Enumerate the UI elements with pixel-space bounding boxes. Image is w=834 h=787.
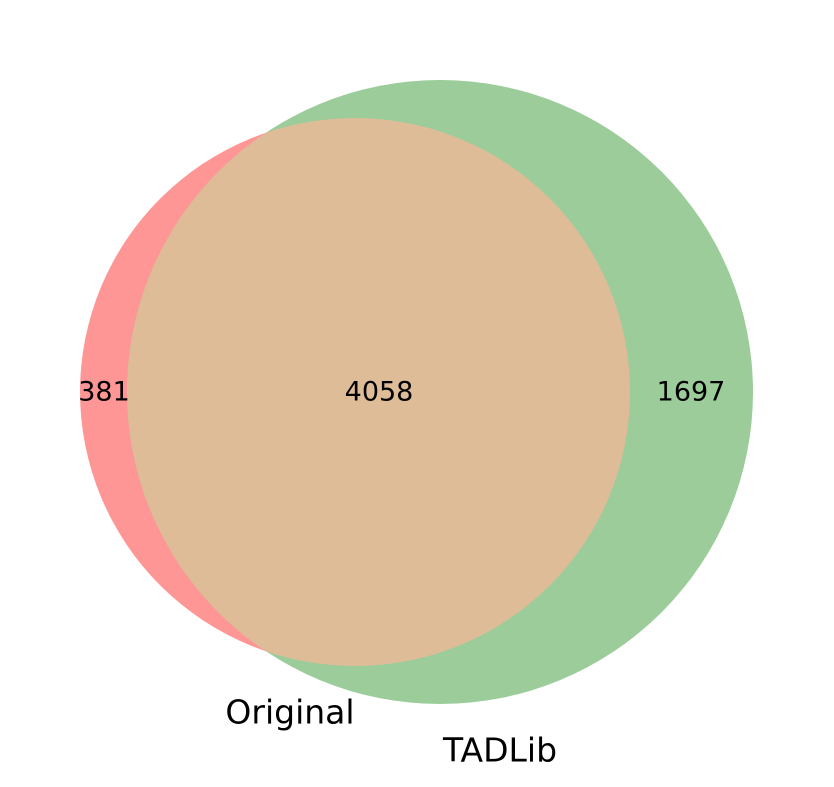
region-count-only-tadlib: 1697 [657, 377, 726, 408]
set-label-tadlib: TADLib [442, 731, 557, 770]
set-label-original: Original [225, 693, 354, 732]
region-count-only-original: 381 [78, 377, 130, 408]
region-count-intersection: 4058 [345, 377, 414, 408]
